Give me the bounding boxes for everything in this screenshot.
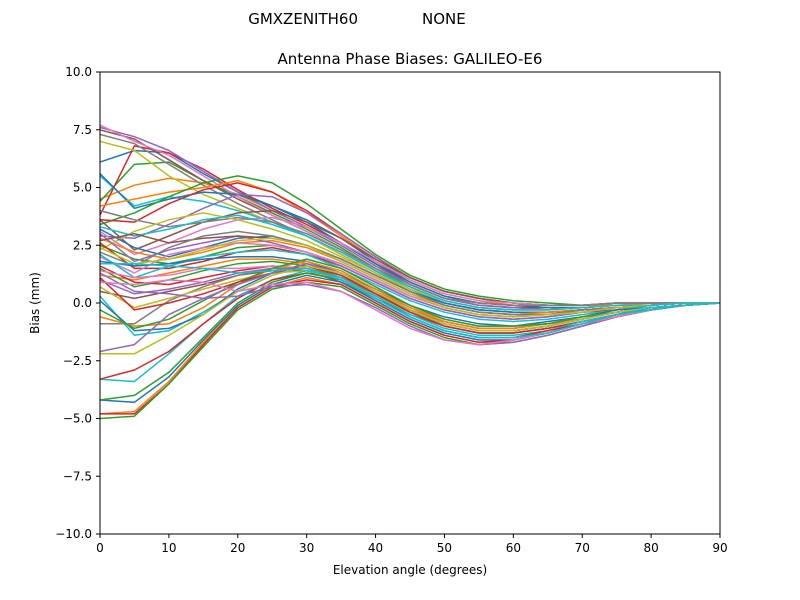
suptitle-right: NONE [422, 10, 466, 28]
suptitle-left: GMXZENITH60 [248, 10, 358, 28]
x-tick-label: 40 [368, 541, 383, 555]
y-tick-label: −2.5 [63, 354, 92, 368]
x-tick-label: 50 [437, 541, 452, 555]
x-tick-label: 70 [575, 541, 590, 555]
x-tick-label: 20 [230, 541, 245, 555]
x-axis-label: Elevation angle (degrees) [333, 563, 487, 577]
y-tick-label: −10.0 [55, 527, 92, 541]
series-line-18 [99, 209, 720, 307]
y-tick-label: 2.5 [73, 238, 92, 252]
y-axis-label: Bias (mm) [28, 272, 42, 334]
series-line-29 [99, 237, 720, 318]
series-line-46 [100, 265, 721, 355]
series-line-56 [100, 262, 721, 339]
x-tick-label: 90 [712, 541, 727, 555]
x-tick-label: 80 [643, 541, 658, 555]
y-tick-label: 7.5 [73, 123, 92, 137]
x-tick-label: 60 [506, 541, 521, 555]
y-tick-label: 5.0 [73, 181, 92, 195]
y-axis: −10.0 −7.5 −5.0 −2.5 0.0 2.5 5.0 7.5 10.0 [55, 65, 100, 541]
y-tick-label: −7.5 [63, 469, 92, 483]
x-tick-label: 10 [161, 541, 176, 555]
series-lines [99, 124, 721, 420]
y-tick-label: 0.0 [73, 296, 92, 310]
chart-title: Antenna Phase Biases: GALILEO-E6 [278, 50, 543, 68]
x-tick-label: 0 [96, 541, 104, 555]
y-tick-label: 10.0 [65, 65, 92, 79]
x-axis: 0 10 20 30 40 50 60 70 80 90 [96, 534, 728, 555]
series-line-55 [99, 279, 721, 346]
y-tick-label: −5.0 [63, 412, 92, 426]
series-line-20 [99, 214, 720, 311]
x-tick-label: 30 [299, 541, 314, 555]
